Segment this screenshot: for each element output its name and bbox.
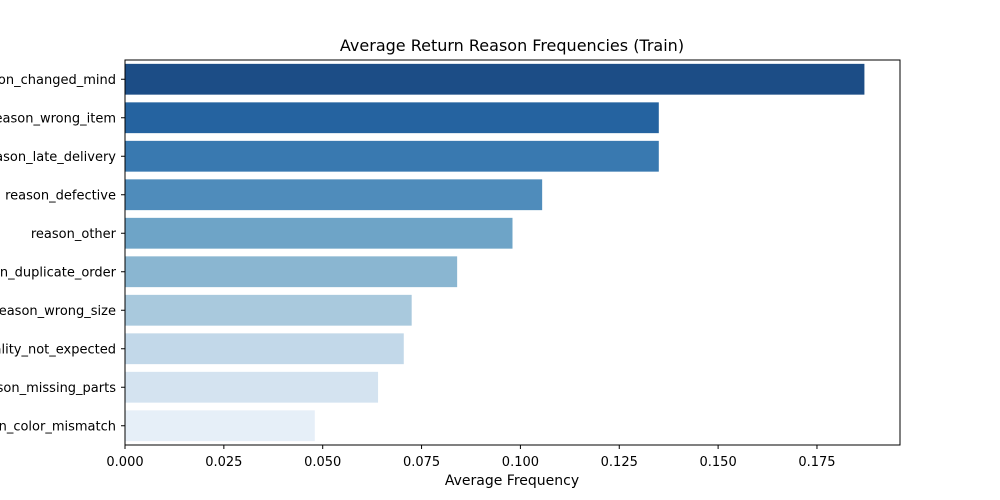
bar-reason-defective	[125, 179, 543, 211]
bar-reason-late-delivery	[125, 140, 659, 172]
x-axis-label: Average Frequency	[445, 473, 579, 489]
chart-title: Average Return Reason Frequencies (Train…	[340, 36, 684, 55]
x-tick-label: 0.025	[205, 455, 242, 470]
bar-reason-wrong-item	[125, 102, 659, 134]
y-tick-label: reason_quality_not_expected	[0, 342, 116, 357]
y-axis-ticks: reason_changed_mind reason_wrong_itemreas…	[0, 73, 125, 434]
y-tick-label: reason_duplicate_order	[0, 265, 117, 280]
x-tick-label: 0.050	[304, 455, 341, 470]
x-tick-label: 0.000	[106, 455, 143, 470]
bar-reason-missing-parts	[125, 371, 379, 403]
bar-reason-duplicate-order	[125, 256, 458, 288]
y-tick-label: reason_defective	[5, 188, 116, 203]
plot-frame	[124, 59, 901, 446]
bar-reason-other	[125, 217, 513, 249]
y-tick-label: reason_wrong_size	[0, 304, 116, 319]
bar-reason-wrong-size	[125, 294, 412, 326]
bars-layer	[125, 63, 865, 442]
y-tick-label: reason_other	[31, 227, 117, 242]
y-tick-label: reason_changed_mind	[0, 73, 116, 88]
bar-reason-changed-mind	[125, 63, 865, 95]
x-tick-label: 0.150	[700, 455, 737, 470]
x-tick-label: 0.075	[403, 455, 440, 470]
y-tick-label: reason_missing_parts	[0, 381, 116, 396]
y-tick-label: reason_wrong_item	[0, 111, 116, 126]
x-tick-label: 0.125	[601, 455, 638, 470]
bar-reason-color-mismatch	[125, 410, 315, 442]
y-tick-label: reason_late_delivery	[0, 150, 116, 165]
x-tick-label: 0.100	[502, 455, 539, 470]
y-tick-label: reason_color_mismatch	[0, 419, 116, 434]
bar-reason-quality-not-expected	[125, 333, 404, 365]
x-tick-label: 0.175	[798, 455, 835, 470]
x-axis-ticks: 0.000 0.025 0.050 0.075 0.100 0.125 0.150 0.175	[106, 445, 836, 470]
